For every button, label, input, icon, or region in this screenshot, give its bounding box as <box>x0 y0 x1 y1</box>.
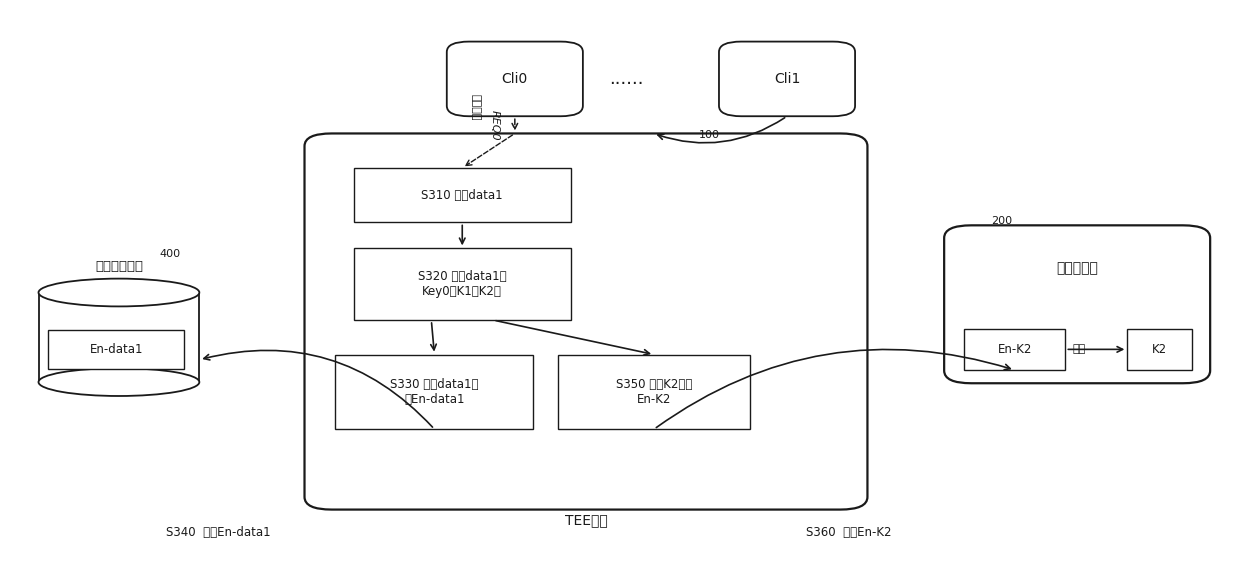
FancyBboxPatch shape <box>944 226 1210 383</box>
FancyBboxPatch shape <box>719 42 856 116</box>
Bar <box>353 248 570 320</box>
Bar <box>353 168 570 223</box>
Text: 100: 100 <box>698 130 719 140</box>
Text: REQ0: REQ0 <box>490 110 500 140</box>
Text: 数据存储平台: 数据存储平台 <box>95 260 143 273</box>
Text: S310 获取data1: S310 获取data1 <box>422 189 503 202</box>
Text: En-data1: En-data1 <box>89 343 143 356</box>
Text: S350 加密K2得到
En-K2: S350 加密K2得到 En-K2 <box>616 378 692 406</box>
Text: 解密: 解密 <box>1073 344 1086 354</box>
Text: 发送请求: 发送请求 <box>470 95 480 121</box>
Text: Cli1: Cli1 <box>774 72 800 86</box>
FancyBboxPatch shape <box>305 133 868 509</box>
Bar <box>963 329 1065 370</box>
Text: K2: K2 <box>1152 343 1167 356</box>
Bar <box>38 293 200 382</box>
Bar <box>558 354 750 429</box>
Text: 200: 200 <box>991 216 1012 226</box>
Ellipse shape <box>38 368 200 396</box>
Bar <box>336 354 533 429</box>
Bar <box>48 330 185 369</box>
Text: S340  存储En-data1: S340 存储En-data1 <box>166 526 270 539</box>
Text: S320 确定data1的
Key0（K1和K2）: S320 确定data1的 Key0（K1和K2） <box>418 270 507 298</box>
Text: TEE单元: TEE单元 <box>564 513 608 527</box>
Text: 数据管理方: 数据管理方 <box>1056 261 1099 275</box>
FancyBboxPatch shape <box>446 42 583 116</box>
Text: Cli0: Cli0 <box>502 72 528 86</box>
Bar <box>1127 329 1192 370</box>
Text: S330 加密data1得
到En-data1: S330 加密data1得 到En-data1 <box>391 378 479 406</box>
Ellipse shape <box>38 279 200 306</box>
Text: En-K2: En-K2 <box>997 343 1032 356</box>
Text: 400: 400 <box>160 249 181 259</box>
Text: ......: ...... <box>609 70 644 88</box>
Text: S360  存储En-K2: S360 存储En-K2 <box>806 526 892 539</box>
